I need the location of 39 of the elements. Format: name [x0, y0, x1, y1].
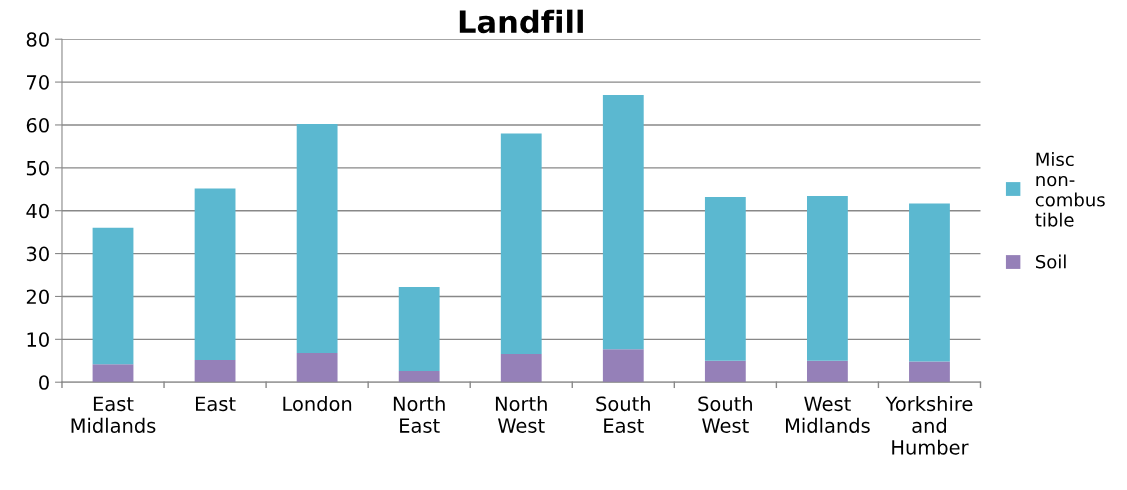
- x-tick-label: East: [196, 396, 236, 412]
- x-tick-label: South West: [698, 396, 752, 433]
- bar: [398, 371, 440, 383]
- x-tick-label: North East: [393, 396, 445, 433]
- chart-title: Landfill: [459, 9, 583, 34]
- x-tick-label: West Midlands: [786, 396, 870, 433]
- bar: [296, 353, 338, 383]
- y-tick-label: 0: [39, 375, 49, 390]
- bar: [704, 196, 746, 361]
- legend-label: Soil: [1036, 254, 1066, 269]
- y-tick-label: 80: [26, 32, 49, 47]
- bar: [194, 359, 236, 383]
- bar: [704, 360, 746, 383]
- x-tick-label: East Midlands: [71, 396, 156, 433]
- bar: [194, 188, 236, 360]
- bar: [806, 360, 848, 383]
- y-tick-label: 60: [26, 117, 49, 133]
- bar: [602, 94, 644, 350]
- x-tick-label: North West: [495, 396, 547, 433]
- bar: [398, 287, 440, 372]
- y-tick-label: 30: [26, 246, 49, 262]
- x-tick-label: Yorkshire and Humber: [885, 396, 973, 455]
- legend-label: Misc non-combustible: [1035, 152, 1105, 227]
- bar: [500, 133, 542, 354]
- y-tick-label: 40: [26, 203, 49, 219]
- y-tick-label: 50: [26, 160, 49, 176]
- bar: [500, 353, 542, 383]
- bar: [92, 227, 134, 365]
- bar: [92, 364, 134, 383]
- bar: [296, 124, 338, 354]
- y-tick-label: 70: [27, 75, 49, 90]
- bar: [909, 203, 950, 362]
- x-tick-label: London: [283, 396, 352, 412]
- y-tick-label: 20: [26, 289, 49, 305]
- y-tick-label: 10: [27, 332, 49, 347]
- x-tick-label: South East: [596, 396, 650, 433]
- bar: [806, 196, 848, 361]
- bar: [602, 349, 644, 383]
- bar: [909, 361, 950, 383]
